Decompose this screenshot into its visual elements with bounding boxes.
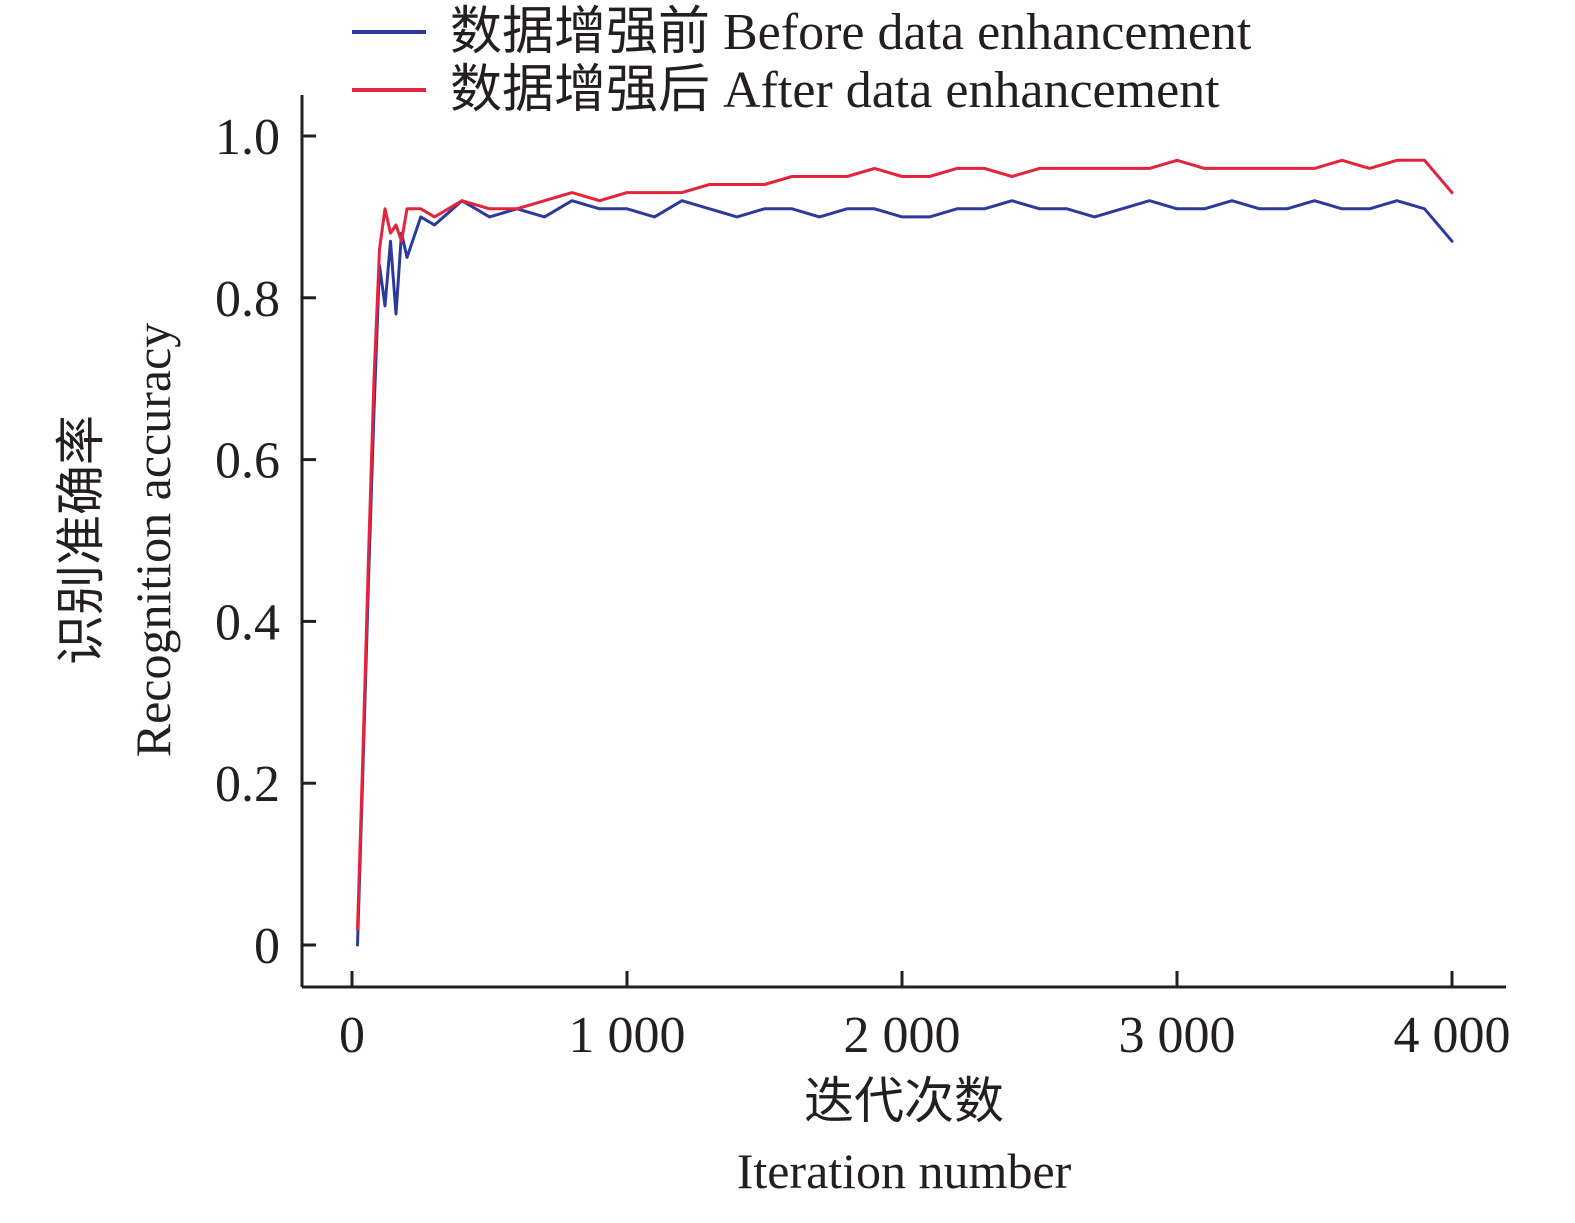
x-tick-label: 0 (339, 1007, 365, 1064)
y-tick-label: 0 (254, 918, 280, 975)
x-tick-label: 1 000 (569, 1007, 686, 1064)
legend-item-before: 数据增强前 Before data enhancement (352, 4, 1252, 61)
y-axis-title-cn: 识别准确率 (53, 415, 109, 665)
legend: 数据增强前 Before data enhancement 数据增强后 Afte… (352, 4, 1252, 119)
x-tick-label: 3 000 (1119, 1007, 1236, 1064)
x-axis-title-cn: 迭代次数 (804, 1073, 1004, 1129)
x-axis-ticks: 0 1 000 2 000 3 000 4 000 (339, 971, 1511, 1064)
series-line-after (356, 158, 1454, 931)
plot-lines (356, 158, 1454, 947)
legend-label-before: 数据增强前 Before data enhancement (450, 4, 1252, 61)
x-tick-label: 4 000 (1394, 1007, 1511, 1064)
series-line-before (356, 199, 1454, 947)
legend-label-after: 数据增强后 After data enhancement (450, 62, 1220, 119)
y-tick-label: 0.2 (215, 756, 280, 813)
legend-item-after: 数据增强后 After data enhancement (352, 62, 1220, 119)
x-tick-label: 2 000 (844, 1007, 961, 1064)
y-tick-label: 0.4 (215, 594, 280, 651)
y-axis-ticks: 0 0.2 0.4 0.6 0.8 1.0 (215, 109, 316, 975)
y-axis-title-en: Recognition accuracy (125, 323, 181, 758)
x-axis-title-en: Iteration number (737, 1143, 1072, 1199)
y-tick-label: 0.8 (215, 271, 280, 328)
y-tick-label: 0.6 (215, 433, 280, 490)
y-tick-label: 1.0 (215, 109, 280, 166)
